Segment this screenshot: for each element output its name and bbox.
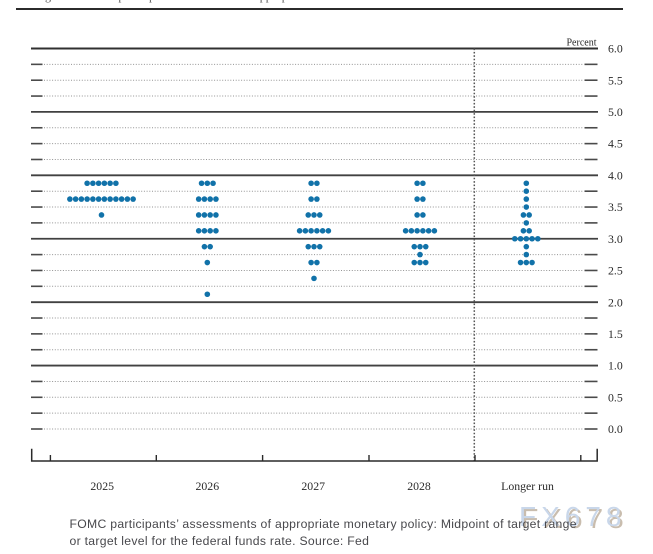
svg-text:0.5: 0.5 bbox=[608, 390, 623, 404]
svg-text:5.5: 5.5 bbox=[608, 73, 623, 87]
svg-text:2.0: 2.0 bbox=[608, 295, 623, 309]
svg-text:2026: 2026 bbox=[196, 479, 220, 493]
svg-text:1.5: 1.5 bbox=[608, 327, 623, 341]
svg-text:2.5: 2.5 bbox=[608, 264, 623, 278]
svg-text:5.0: 5.0 bbox=[608, 105, 623, 119]
svg-text:0.0: 0.0 bbox=[608, 422, 623, 436]
svg-text:4.5: 4.5 bbox=[608, 137, 623, 151]
svg-text:3.0: 3.0 bbox=[608, 232, 623, 246]
svg-text:Percent: Percent bbox=[567, 38, 597, 49]
svg-text:4.0: 4.0 bbox=[608, 168, 623, 182]
svg-text:3.5: 3.5 bbox=[608, 200, 623, 214]
svg-text:2025: 2025 bbox=[90, 479, 114, 493]
svg-text:Longer run: Longer run bbox=[501, 479, 554, 493]
svg-text:2027: 2027 bbox=[301, 479, 325, 493]
svg-text:2028: 2028 bbox=[407, 479, 431, 493]
svg-text:6.0: 6.0 bbox=[608, 42, 623, 56]
svg-text:1.0: 1.0 bbox=[608, 359, 623, 373]
